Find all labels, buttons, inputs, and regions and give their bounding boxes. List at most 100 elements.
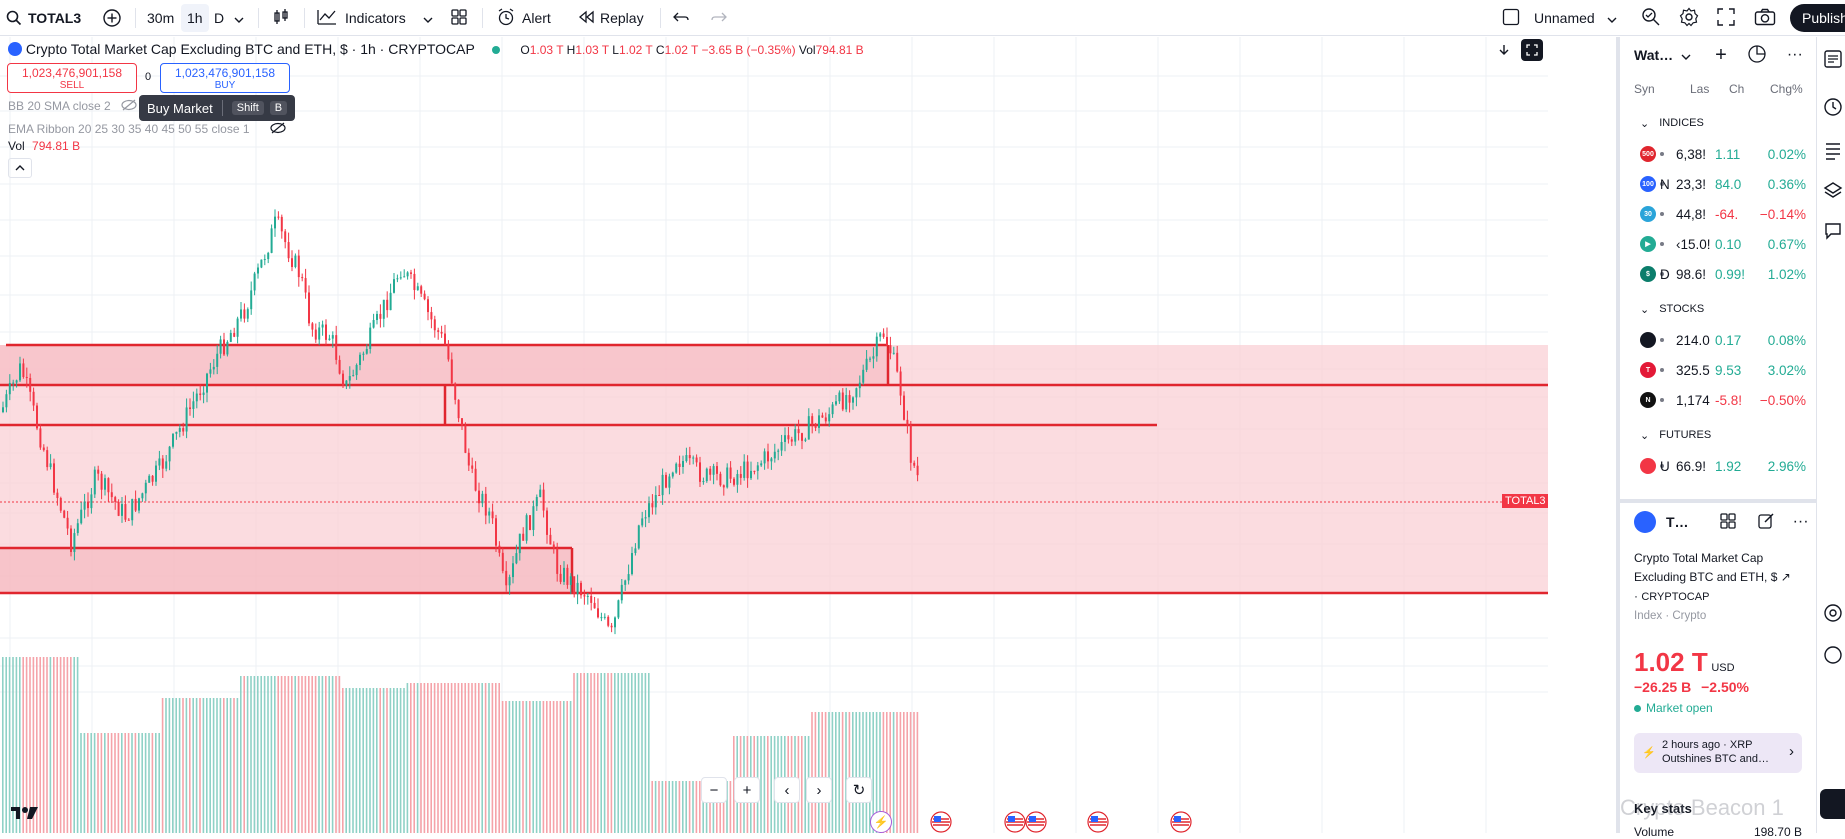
lightning-event-icon[interactable]: ⚡: [870, 811, 892, 833]
news-card[interactable]: ⚡ 2 hours ago · XRP Outshines BTC and… ›: [1634, 733, 1802, 773]
scroll-right-button[interactable]: ›: [806, 777, 832, 803]
more-icon[interactable]: ···: [1792, 513, 1809, 530]
watchlist-title[interactable]: Wat…: [1634, 47, 1674, 63]
alert-button[interactable]: Alert: [496, 0, 551, 36]
watchlist-row[interactable]: N 1,174 -5.8! −0.50%: [1620, 385, 1816, 415]
scroll-down-button[interactable]: [1493, 39, 1515, 61]
indicators-button[interactable]: Indicators: [316, 0, 406, 36]
volume-bar: [573, 673, 575, 833]
chat-icon[interactable]: [1823, 221, 1843, 246]
volume-bar: [505, 701, 507, 833]
templates-button[interactable]: [450, 0, 468, 36]
legend-title[interactable]: Crypto Total Market Cap Excluding BTC an…: [25, 41, 475, 57]
reset-chart-button[interactable]: ↻: [846, 777, 872, 803]
interval-30m[interactable]: 30m: [147, 0, 174, 36]
eye-hidden-icon[interactable]: [270, 121, 286, 139]
chevron-down-icon[interactable]: [1681, 48, 1691, 63]
watchlist-row[interactable]: 100 N 23,3! 84.0 0.36%: [1620, 169, 1816, 199]
layers-icon[interactable]: [1823, 181, 1843, 206]
watchlist-icon[interactable]: [1823, 49, 1843, 74]
clock-alerts-icon[interactable]: [1823, 97, 1843, 122]
watchlist-row[interactable]: $ D 98.6! 0.99! 1.02%: [1620, 259, 1816, 289]
advanced-view-icon[interactable]: [1747, 44, 1767, 67]
bb-indicator-label[interactable]: BB 20 SMA close 2: [8, 99, 111, 113]
fullscreen-button[interactable]: [1717, 0, 1735, 36]
tradingview-logo-icon[interactable]: [10, 805, 40, 826]
watchlist-row[interactable]: ▶ ‹15.0! 0.10 0.67%: [1620, 229, 1816, 259]
details-symbol[interactable]: T…: [1666, 514, 1689, 530]
column-header[interactable]: Ch: [1729, 82, 1745, 96]
grid-icon[interactable]: [1719, 512, 1737, 533]
candle-body: [134, 498, 137, 511]
buy-button[interactable]: 1,023,476,901,158 BUY: [160, 63, 290, 93]
ema-ribbon-label[interactable]: EMA Ribbon 20 25 30 35 40 45 50 55 close…: [8, 122, 250, 136]
us-flag-event-icon[interactable]: [1087, 811, 1109, 833]
volume-bar: [182, 698, 184, 833]
replay-button[interactable]: Replay: [578, 0, 644, 36]
settings-button[interactable]: [1679, 0, 1699, 36]
column-header[interactable]: Las: [1690, 82, 1710, 96]
volume-bar: [206, 698, 208, 833]
chevron-down-icon: [423, 10, 433, 26]
volume-bar: [729, 781, 732, 833]
candle-body: [257, 267, 259, 274]
zoom-in-button[interactable]: +: [734, 777, 760, 803]
volume-bar: [845, 712, 847, 833]
scroll-left-button[interactable]: ‹: [774, 777, 800, 803]
chart-type-button[interactable]: [272, 0, 290, 36]
apps-grid-icon[interactable]: [1820, 789, 1845, 819]
maximize-button[interactable]: [1521, 39, 1543, 61]
watchlist-row[interactable]: 214.0 0.17 0.08%: [1620, 325, 1816, 355]
interval-1h[interactable]: 1h: [181, 4, 209, 32]
column-header[interactable]: Chg%: [1770, 82, 1803, 96]
eye-hidden-icon[interactable]: [121, 98, 137, 116]
undo-button[interactable]: [673, 0, 689, 36]
compare-button[interactable]: [102, 0, 122, 36]
plus-icon: +: [742, 781, 752, 799]
candle-body: [192, 401, 195, 409]
watchlist-group-header[interactable]: ⌄ STOCKS: [1620, 295, 1816, 323]
redo-button[interactable]: [711, 0, 727, 36]
watchlist-row[interactable]: 30 44,8! -64. −0.14%: [1620, 199, 1816, 229]
volume-bar: [59, 657, 62, 833]
us-flag-event-icon[interactable]: [1170, 811, 1192, 833]
us-flag-event-icon[interactable]: [930, 811, 952, 833]
watchlist-row[interactable]: U 66.9! 1.92 2.96%: [1620, 451, 1816, 481]
sell-button[interactable]: 1,023,476,901,158 SELL: [7, 63, 137, 93]
zoom-out-button[interactable]: −: [701, 777, 727, 803]
volume-bar: [610, 673, 613, 833]
watchlist-group-header[interactable]: ⌄ INDICES: [1620, 109, 1816, 137]
quick-search-button[interactable]: [1641, 0, 1661, 36]
volume-indicator-legend[interactable]: Vol 794.81 B: [8, 139, 80, 153]
layout-menu[interactable]: Unnamed: [1502, 0, 1617, 36]
data-window-icon[interactable]: [1823, 141, 1843, 166]
candle-body: [532, 506, 535, 530]
watchlist-row[interactable]: 500 6,38! 1.11 0.02%: [1620, 139, 1816, 169]
candle-body: [913, 462, 916, 466]
edit-icon[interactable]: [1757, 512, 1775, 533]
chart-pane[interactable]: Crypto Total Market Cap Excluding BTC an…: [0, 37, 1548, 833]
candle-body: [345, 380, 348, 386]
indicators-dropdown[interactable]: [423, 0, 433, 36]
us-flag-event-icon[interactable]: [1004, 811, 1026, 833]
candle-body: [127, 519, 130, 521]
watchlist-row[interactable]: T 325.5 9.53 3.02%: [1620, 355, 1816, 385]
volume-bar: [631, 673, 633, 833]
row-last: 23,3!: [1676, 176, 1707, 192]
publish-button[interactable]: Publish: [1790, 4, 1845, 32]
interval-dropdown[interactable]: [234, 0, 244, 36]
add-symbol-icon[interactable]: +: [1715, 43, 1727, 66]
interval-d[interactable]: D: [214, 0, 224, 36]
watchlist-group-header[interactable]: ⌄ FUTURES: [1620, 421, 1816, 449]
external-link-icon[interactable]: ↗: [1780, 570, 1791, 584]
column-header[interactable]: Syn: [1634, 82, 1655, 96]
snapshot-button[interactable]: [1754, 0, 1776, 36]
symbol-search[interactable]: TOTAL3: [6, 0, 81, 36]
candle-body: [875, 336, 878, 357]
help-icon[interactable]: [1823, 645, 1843, 670]
target-icon[interactable]: [1823, 603, 1843, 628]
price-chart[interactable]: [0, 37, 1548, 833]
collapse-legend-button[interactable]: [8, 158, 32, 178]
us-flag-event-icon[interactable]: [1025, 811, 1047, 833]
more-icon[interactable]: ···: [1786, 46, 1803, 63]
